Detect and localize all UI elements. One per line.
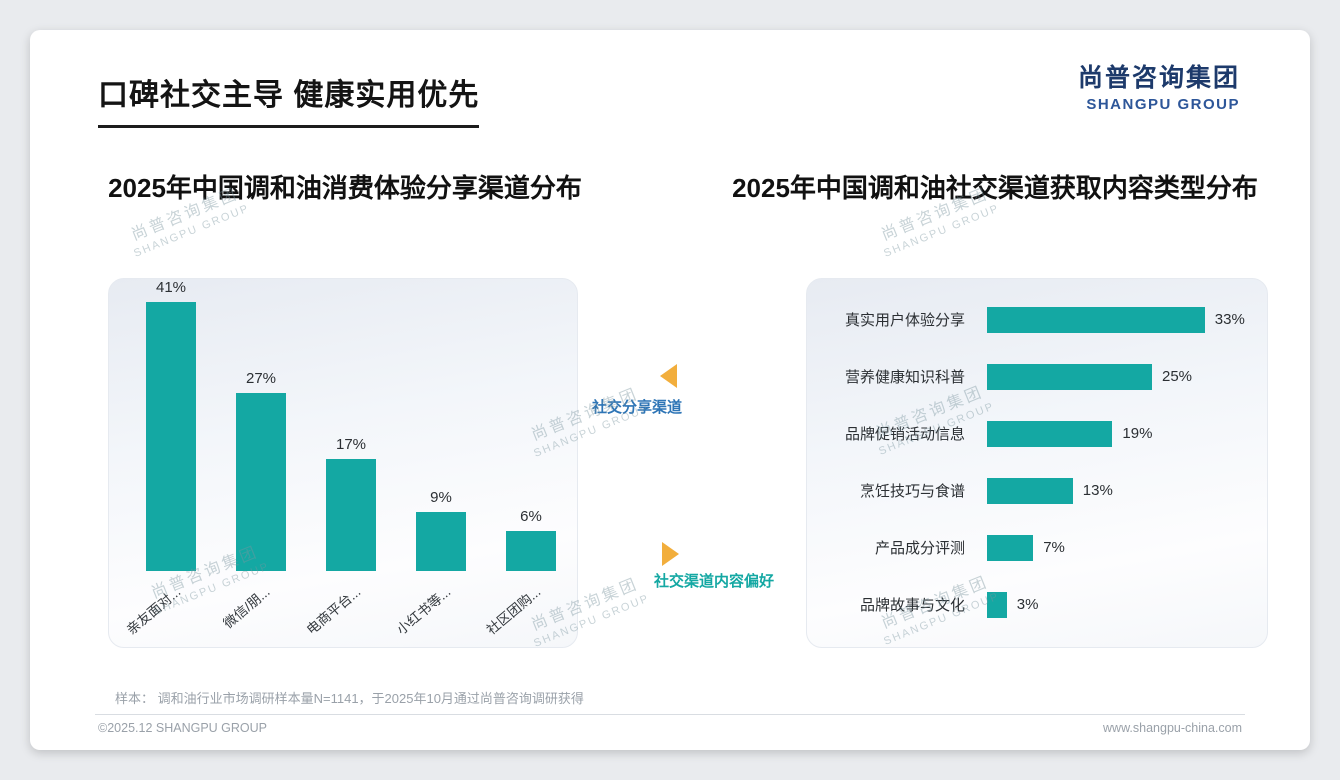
x-axis-label-slot: 小红书等... (394, 571, 486, 649)
hbar-row: 真实用户体验分享 33% (807, 291, 1267, 348)
bar-value-label: 41% (155, 279, 187, 296)
bar-value-label: 33% (1214, 311, 1245, 328)
footer-divider (95, 714, 1245, 715)
x-axis-label: 小红书等... (393, 584, 454, 638)
bar (146, 302, 196, 571)
arrow-right-icon (662, 542, 679, 566)
vertical-bar-xaxis-labels: 亲友面对... 微信/朋... 电商平台... 小红书等... 社区团购... (124, 571, 576, 649)
vbar-column: 6% (486, 279, 576, 571)
bar-value-label: 6% (520, 508, 542, 526)
vbar-column: 17% (306, 279, 396, 571)
right-chart-title: 2025年中国调和油社交渠道获取内容类型分布 (732, 173, 1258, 203)
bar-value-label: 19% (1122, 425, 1153, 442)
bar (987, 363, 1152, 390)
brand-logo: 尚普咨询集团 SHANGPU GROUP (1078, 58, 1240, 113)
bar (236, 392, 286, 571)
bar-value-label: 27% (245, 369, 277, 387)
x-axis-label: 亲友面对... (123, 584, 184, 638)
bar-value-label: 7% (1043, 539, 1065, 556)
bar-value-label: 25% (1162, 368, 1193, 385)
bar-value-label: 17% (335, 435, 367, 453)
x-axis-label-slot: 微信/朋... (216, 571, 306, 649)
x-axis-label-slot: 亲友面对... (124, 571, 216, 649)
slide-card: 口碑社交主导 健康实用优先 尚普咨询集团 SHANGPU GROUP 2025年… (30, 30, 1310, 750)
page-title: 口碑社交主导 健康实用优先 (98, 70, 480, 128)
hbar-row: 产品成分评测 7% (807, 519, 1267, 576)
vertical-bar-chart: 41% 27% 17% 9% 6% (126, 279, 576, 571)
annotation-content-preference: 社交渠道内容偏好 (654, 573, 775, 590)
bar (987, 534, 1034, 561)
bar (987, 306, 1205, 333)
x-axis-label: 社区团购... (483, 584, 544, 638)
category-label: 真实用户体验分享 (844, 312, 965, 329)
bar-value-label: 9% (430, 488, 452, 506)
vbar-column: 9% (396, 279, 486, 571)
bar (987, 420, 1113, 447)
bar (416, 511, 466, 571)
bar-value-label: 13% (1082, 482, 1113, 499)
footer-website: www.shangpu-china.com (1103, 721, 1242, 735)
category-label: 品牌故事与文化 (859, 597, 965, 614)
hbar-row: 品牌故事与文化 3% (807, 576, 1267, 633)
right-chart-panel: 真实用户体验分享 33% 营养健康知识科普 25% 品牌促销活动信息 19% 烹饪技巧与食谱… (806, 278, 1268, 648)
category-label: 产品成分评测 (874, 540, 965, 557)
x-axis-label-slot: 社区团购... (484, 571, 576, 649)
left-chart-panel: 41% 27% 17% 9% 6% 亲友面对... 微信/朋... 电商平台... 小红书等.… (108, 278, 578, 648)
hbar-row: 品牌促销活动信息 19% (807, 405, 1267, 462)
horizontal-bar-chart: 真实用户体验分享 33% 营养健康知识科普 25% 品牌促销活动信息 19% 烹饪技巧与食谱… (807, 291, 1267, 633)
vbar-column: 41% (126, 279, 216, 571)
x-axis-label-slot: 电商平台... (304, 571, 396, 649)
bar (506, 531, 556, 571)
x-axis-label: 电商平台... (303, 584, 364, 638)
bar (987, 477, 1073, 504)
arrow-left-icon (660, 364, 677, 388)
bar (987, 591, 1007, 618)
footer-copyright: ©2025.12 SHANGPU GROUP (98, 721, 267, 735)
bar (326, 458, 376, 571)
left-chart-title: 2025年中国调和油消费体验分享渠道分布 (108, 173, 582, 203)
bar-value-label: 3% (1016, 596, 1039, 613)
annotation-share-channel: 社交分享渠道 (592, 399, 683, 416)
category-label: 品牌促销活动信息 (844, 426, 965, 443)
brand-logo-en: SHANGPU GROUP (1086, 96, 1240, 113)
x-axis-label: 微信/朋... (221, 584, 274, 632)
category-label: 营养健康知识科普 (844, 369, 965, 386)
brand-logo-cn: 尚普咨询集团 (1077, 64, 1240, 92)
category-label: 烹饪技巧与食谱 (859, 483, 965, 500)
hbar-row: 营养健康知识科普 25% (807, 348, 1267, 405)
sample-note: 样本： 调和油行业市场调研样本量N=1141，于2025年10月通过尚普咨询调研… (115, 691, 584, 706)
vbar-column: 27% (216, 279, 306, 571)
hbar-row: 烹饪技巧与食谱 13% (807, 462, 1267, 519)
